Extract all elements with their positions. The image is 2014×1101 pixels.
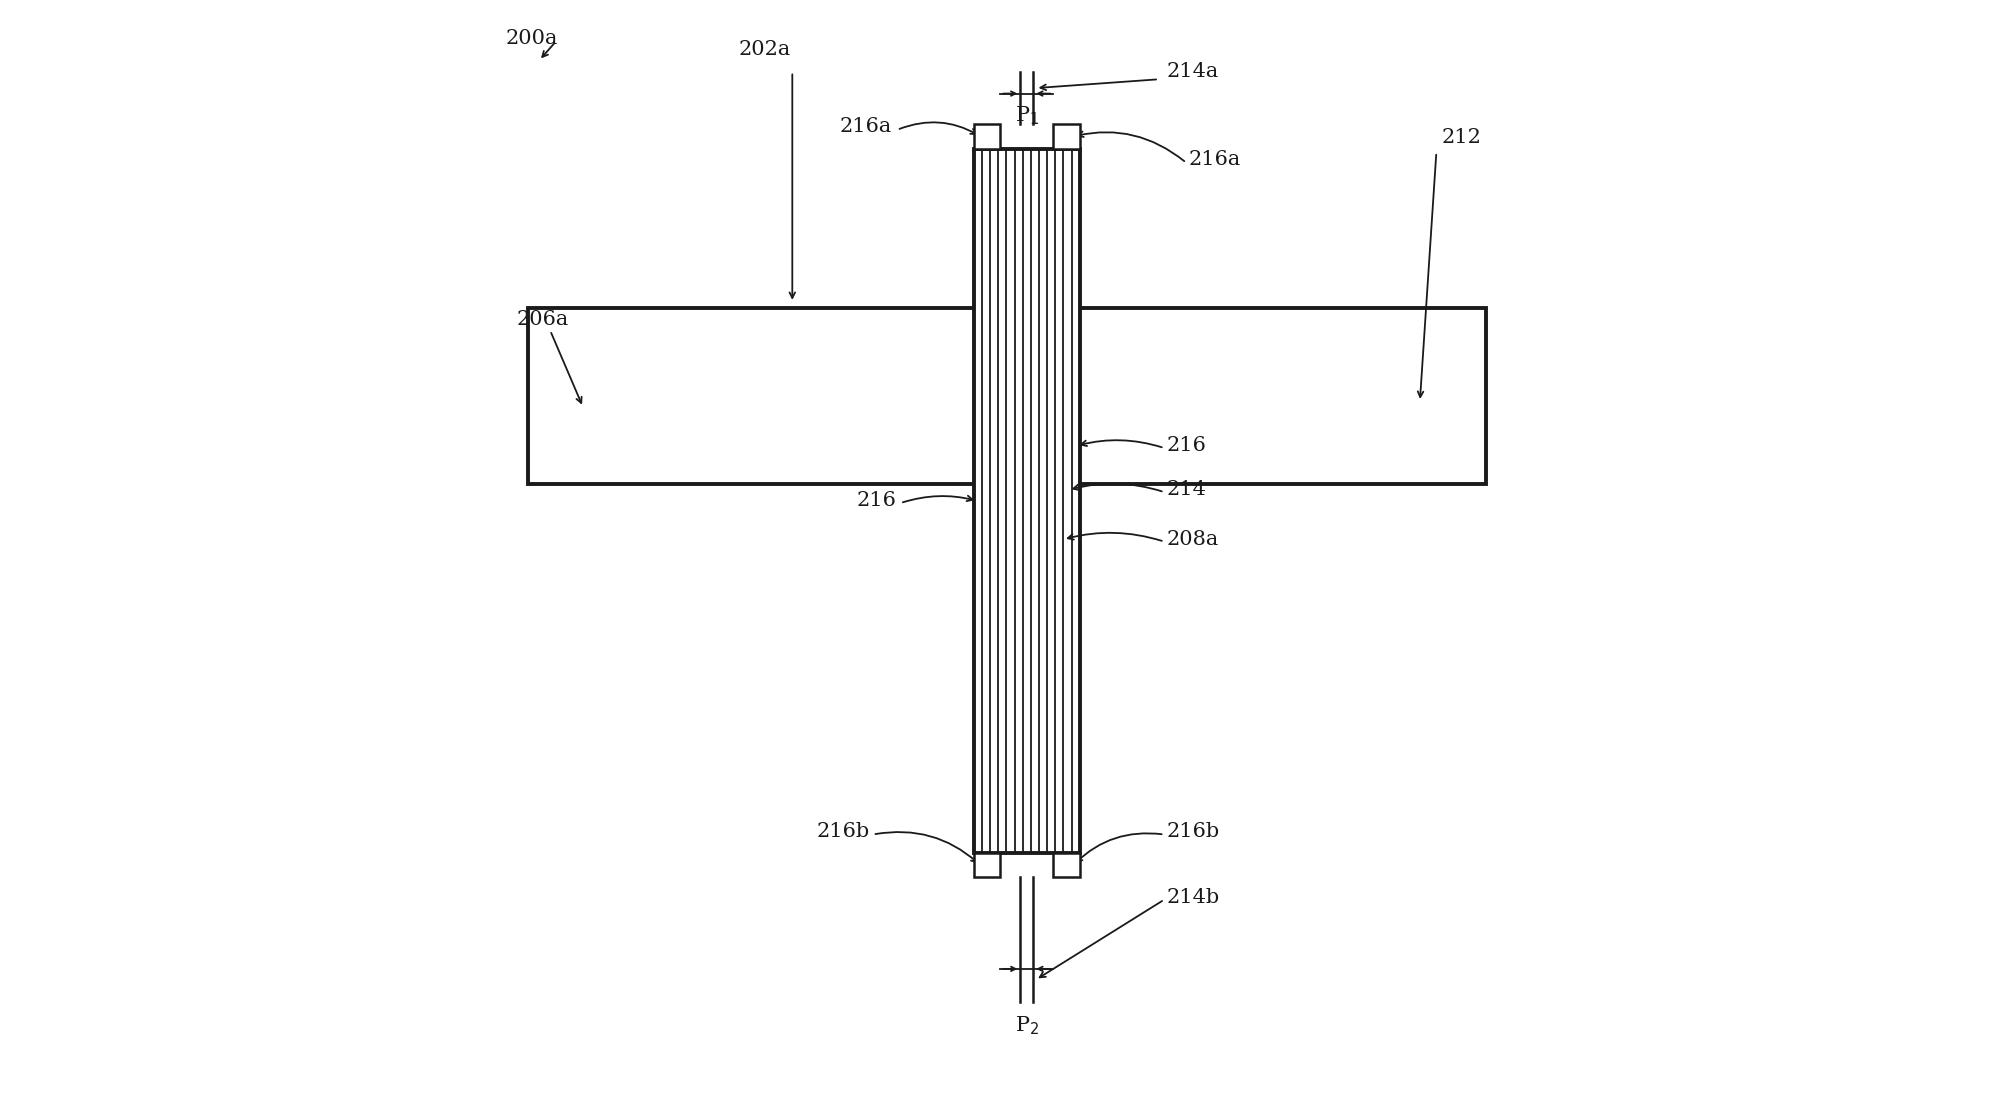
Text: 206a: 206a <box>518 309 570 329</box>
Text: 216a: 216a <box>1188 150 1241 170</box>
Bar <box>528 308 1486 484</box>
Text: 208a: 208a <box>1166 530 1218 549</box>
Bar <box>1053 853 1080 877</box>
Text: 214: 214 <box>1166 480 1206 500</box>
Bar <box>1053 124 1080 149</box>
Bar <box>975 853 1001 877</box>
Text: 214b: 214b <box>1166 887 1220 907</box>
Text: 214a: 214a <box>1166 62 1218 81</box>
Bar <box>975 124 1001 149</box>
Text: 216b: 216b <box>1166 821 1220 841</box>
Text: 202a: 202a <box>739 40 792 59</box>
Text: 216: 216 <box>858 491 896 511</box>
Text: 216a: 216a <box>840 117 892 137</box>
Text: 216b: 216b <box>816 821 870 841</box>
Text: 212: 212 <box>1442 128 1482 148</box>
Text: P$_2$: P$_2$ <box>1015 1015 1039 1037</box>
Bar <box>975 149 1080 853</box>
Text: 216: 216 <box>1166 436 1206 456</box>
Text: P$_1$: P$_1$ <box>1015 105 1039 127</box>
Text: 200a: 200a <box>506 29 558 48</box>
